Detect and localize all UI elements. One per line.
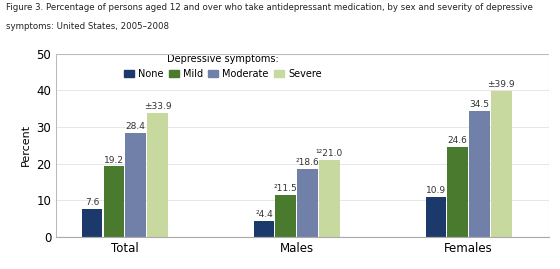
Bar	[254, 221, 274, 237]
Text: 34.5: 34.5	[469, 100, 489, 109]
Bar	[82, 209, 102, 237]
Text: symptoms: United States, 2005–2008: symptoms: United States, 2005–2008	[6, 22, 169, 30]
Text: Figure 3. Percentage of persons aged 12 and over who take antidepressant medicat: Figure 3. Percentage of persons aged 12 …	[6, 3, 533, 12]
Text: 19.2: 19.2	[104, 156, 124, 165]
Bar	[319, 160, 340, 237]
Text: 24.6: 24.6	[448, 136, 468, 145]
Text: ²18.6: ²18.6	[296, 158, 319, 167]
Text: ²11.5: ²11.5	[274, 184, 298, 193]
Bar	[125, 133, 146, 237]
Bar	[104, 167, 124, 237]
Legend: None, Mild, Moderate, Severe: None, Mild, Moderate, Severe	[120, 50, 325, 83]
Bar	[447, 147, 468, 237]
Text: 7.6: 7.6	[85, 199, 99, 207]
Text: ²4.4: ²4.4	[255, 210, 273, 219]
Bar	[147, 113, 168, 237]
Bar	[56, 54, 549, 237]
Bar	[469, 111, 490, 237]
Text: 10.9: 10.9	[426, 186, 446, 195]
Bar	[276, 195, 296, 237]
Text: ±39.9: ±39.9	[487, 80, 515, 89]
Text: ±33.9: ±33.9	[143, 102, 171, 111]
Bar	[491, 91, 512, 237]
Bar	[426, 197, 446, 237]
Y-axis label: Percent: Percent	[21, 124, 31, 166]
Text: ¹²21.0: ¹²21.0	[316, 150, 343, 158]
Bar	[297, 169, 318, 237]
Text: 28.4: 28.4	[125, 122, 146, 131]
